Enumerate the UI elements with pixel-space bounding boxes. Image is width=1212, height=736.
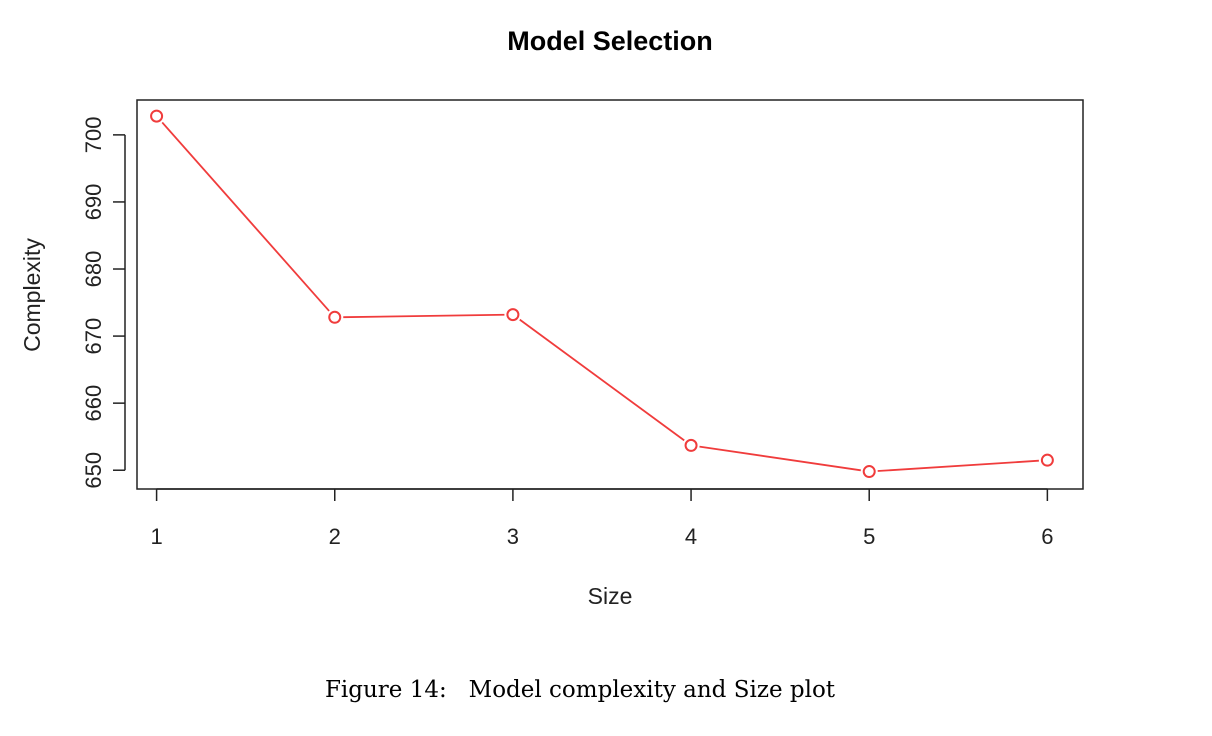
- x-axis-label: Size: [588, 583, 633, 609]
- data-point: [328, 310, 342, 324]
- y-tick-label: 660: [81, 385, 106, 422]
- y-axis-label: Complexity: [19, 238, 45, 352]
- series-line-segment: [699, 445, 861, 472]
- series-line-segment: [519, 318, 685, 442]
- y-tick-label: 670: [81, 318, 106, 355]
- data-point: [684, 438, 698, 452]
- x-tick-label: 4: [685, 524, 697, 549]
- y-tick-label: 700: [81, 117, 106, 154]
- y-axis: 650 660 670 680 690 700: [81, 117, 126, 489]
- data-point: [1040, 453, 1054, 467]
- x-tick-label: 3: [507, 524, 519, 549]
- data-point: [506, 308, 520, 322]
- x-tick-label: 1: [150, 524, 162, 549]
- chart: Model Selection 650 660 670 680 690 700 1 2 3 4 5…: [19, 26, 1084, 609]
- chart-title: Model Selection: [507, 26, 713, 56]
- y-tick-label: 690: [81, 184, 106, 221]
- x-tick-label: 5: [863, 524, 875, 549]
- series-line-segment: [343, 313, 505, 319]
- y-tick-label: 650: [81, 452, 106, 489]
- y-tick-label: 680: [81, 251, 106, 288]
- figure-caption: Figure 14: Model complexity and Size plo…: [324, 677, 836, 703]
- series-line-segment: [161, 121, 330, 312]
- x-tick-label: 6: [1041, 524, 1053, 549]
- data-point: [150, 109, 164, 123]
- x-tick-label: 2: [329, 524, 341, 549]
- series-line-segment: [877, 459, 1039, 472]
- data-point: [862, 465, 876, 479]
- plot-frame: [136, 99, 1084, 490]
- series-layer: [150, 109, 1054, 479]
- x-axis: 1 2 3 4 5 6: [150, 488, 1053, 549]
